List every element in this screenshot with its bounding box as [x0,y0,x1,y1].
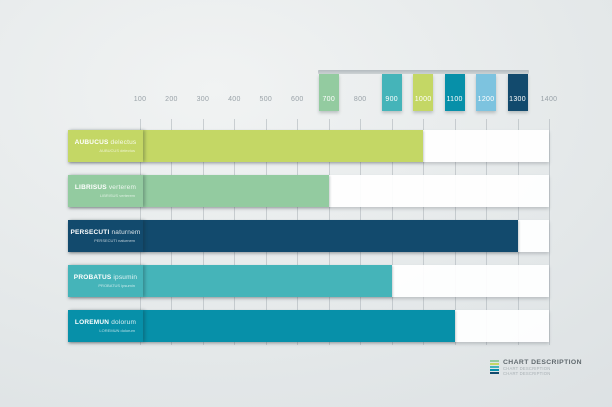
legend-stripe [490,360,499,362]
chart-description: CHART DESCRIPTION CHART DESCRIPTION CHAR… [490,359,582,377]
axis-highlight-block [318,74,339,111]
chart-description-title: CHART DESCRIPTION [503,359,582,366]
axis-tick-label: 600 [291,96,304,103]
bar-label-secondary: LIBRISUS verterem [99,193,135,198]
bar-label-secondary: PERSECUTI naturnem [94,238,135,243]
axis-highlight-block [381,74,402,111]
axis-tick-label: 800 [353,96,367,103]
bar-label-secondary: LOREMUN dolorum [99,328,135,333]
chart-description-subline: CHART DESCRIPTION [503,370,551,376]
bar-row: PERSECUTI naturnem PERSECUTI naturnem [68,220,549,252]
bar-row: AUBUCUS delectus AUBUCUS delectus [68,130,549,162]
axis-tick-label: 1400 [540,96,558,103]
bar-label-block: LIBRISUS verterem LIBRISUS verterem [68,175,143,207]
axis-tick-label: 900 [385,96,398,103]
axis-tick-label: 100 [133,96,147,103]
chart-description-subline: CHART DESCRIPTION [503,366,551,371]
bar-label-block: LOREMUN dolorum LOREMUN dolorum [68,310,143,342]
bar-label-primary: PERSECUTI naturnem [70,229,141,236]
axis-highlight-block [444,74,465,111]
axis-highlight-block [413,74,434,111]
bar-label-primary: AUBUCUS delectus [74,139,137,146]
bar-row: LOREMUN dolorum LOREMUN dolorum [68,310,549,342]
axis-tick-label: 400 [228,96,241,103]
bar-label-primary: LOREMUN dolorum [74,319,137,326]
bar-row: PROBATUS ipsumin PROBATUS ipsumin [68,265,549,297]
bar-label-primary: LIBRISUS verterem [74,184,137,191]
legend-stripe [490,363,499,365]
bar-label-block: PROBATUS ipsumin PROBATUS ipsumin [68,265,143,297]
legend-stripe [490,372,499,374]
bar-row: LIBRISUS verterem LIBRISUS verterem [68,175,549,207]
axis-highlight-block [507,74,528,111]
axis-tick-label: 1300 [509,96,526,103]
legend-stripe [490,366,499,368]
legend-stripes-icon [490,360,499,375]
axis-shadow-strip [317,70,529,74]
axis-tick-label: 500 [259,96,273,103]
axis-tick-label: 1100 [446,96,463,103]
axis-tick-label: 200 [165,96,178,103]
axis-highlight-block [476,74,497,111]
legend-stripe [490,369,499,371]
bar-label-secondary: AUBUCUS delectus [99,148,135,153]
bar-label-block: AUBUCUS delectus AUBUCUS delectus [68,130,143,162]
axis-tick-label: 1000 [414,96,432,103]
bar-label-primary: PROBATUS ipsumin [73,274,138,281]
axis-tick-label: 300 [196,96,210,103]
axis-tick-label: 700 [322,96,336,103]
axis-tick-label: 1200 [477,96,495,103]
chart-description-text: CHART DESCRIPTION CHART DESCRIPTION CHAR… [503,359,582,377]
bar-label-secondary: PROBATUS ipsumin [98,283,135,288]
bar-label-block: PERSECUTI naturnem PERSECUTI naturnem [68,220,143,252]
gridline [548,119,550,345]
